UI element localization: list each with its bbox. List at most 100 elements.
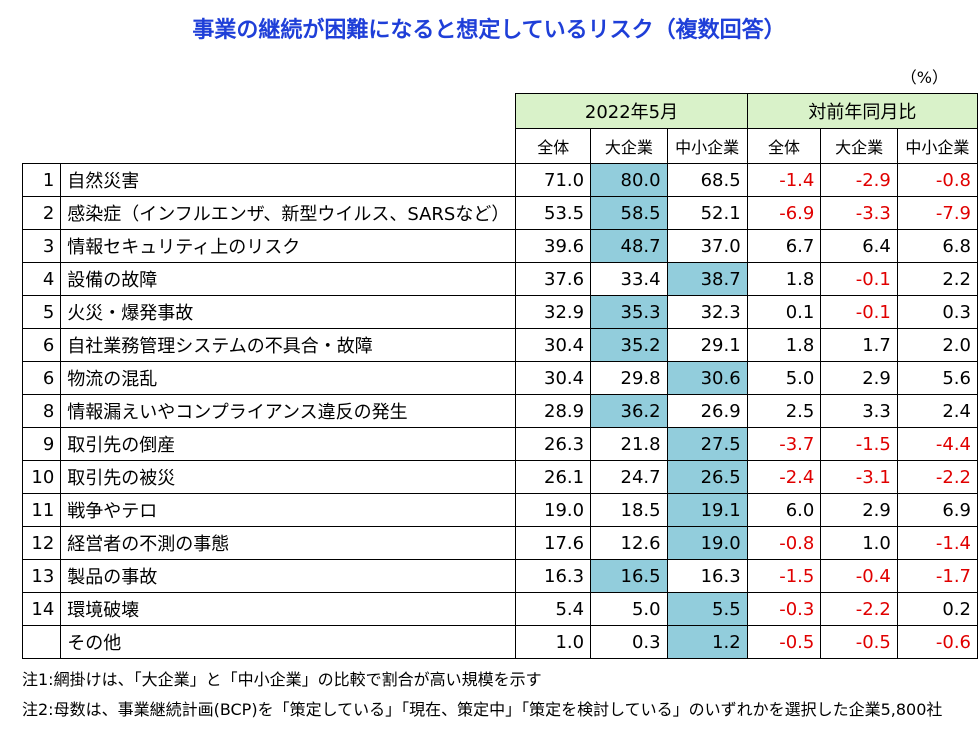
risk-table: 2022年5月 対前年同月比 全体 大企業 中小企業 全体 大企業 中小企業 1 自然災害 71.0…: [21, 93, 978, 659]
rank: [21, 625, 62, 659]
value-cell: 3.3: [820, 394, 898, 428]
table-row: 4 設備の故障 37.6 33.4 38.7 1.8 -0.1 2.2: [21, 262, 978, 296]
table-row: 12 経営者の不測の事態 17.6 12.6 19.0 -0.8 1.0 -1.4: [21, 526, 978, 560]
rank: 9: [21, 427, 62, 461]
value-cell: 30.4: [515, 361, 592, 395]
rank: 6: [21, 328, 62, 362]
table-row: 5 火災・爆発事故 32.9 35.3 32.3 0.1 -0.1 0.3: [21, 295, 978, 329]
value-cell: 5.0: [590, 592, 668, 626]
value-cell: 33.4: [590, 262, 668, 296]
value-cell: 36.2: [590, 394, 668, 428]
value-cell: 37.0: [666, 229, 748, 263]
value-cell: 2.5: [746, 394, 822, 428]
value-cell: 26.5: [666, 460, 748, 494]
value-cell: 0.1: [746, 295, 822, 329]
value-cell: 30.6: [666, 361, 748, 395]
risk-label: 戦争やテロ: [60, 493, 517, 527]
value-cell: 71.0: [515, 163, 592, 197]
risk-label: その他: [60, 625, 517, 659]
value-cell: 6.9: [896, 493, 978, 527]
risk-label: 経営者の不測の事態: [60, 526, 517, 560]
value-cell: 35.3: [590, 295, 668, 329]
value-cell: 2.2: [896, 262, 978, 296]
column-header: 中小企業: [896, 128, 978, 164]
column-header: 中小企業: [666, 128, 748, 164]
risk-label: 感染症（インフルエンザ、新型ウイルス、SARSなど）: [60, 196, 517, 230]
value-cell: 68.5: [666, 163, 748, 197]
value-cell: 19.1: [666, 493, 748, 527]
value-cell: 48.7: [590, 229, 668, 263]
value-cell: -0.8: [746, 526, 822, 560]
value-cell: -1.5: [820, 427, 898, 461]
risk-label: 物流の混乱: [60, 361, 517, 395]
value-cell: 32.3: [666, 295, 748, 329]
value-cell: 26.1: [515, 460, 592, 494]
table-row: 10 取引先の被災 26.1 24.7 26.5 -2.4 -3.1 -2.2: [21, 460, 978, 494]
column-header: 大企業: [820, 128, 898, 164]
value-cell: 58.5: [590, 196, 668, 230]
value-cell: 0.3: [896, 295, 978, 329]
title: 事業の継続が困難になると想定しているリスク（複数回答）: [192, 18, 786, 43]
rank: 8: [21, 394, 62, 428]
value-cell: -2.4: [746, 460, 822, 494]
value-cell: 5.0: [746, 361, 822, 395]
risk-label: 自社業務管理システムの不具合・故障: [60, 328, 517, 362]
value-cell: 29.1: [666, 328, 748, 362]
value-cell: 6.7: [746, 229, 822, 263]
value-cell: 1.2: [666, 625, 748, 659]
value-cell: 35.2: [590, 328, 668, 362]
value-cell: 5.5: [666, 592, 748, 626]
value-cell: -7.9: [896, 196, 978, 230]
value-cell: -1.4: [746, 163, 822, 197]
rank: 11: [21, 493, 62, 527]
value-cell: -1.4: [896, 526, 978, 560]
value-cell: -6.9: [746, 196, 822, 230]
unit: （%）: [900, 68, 948, 87]
value-cell: 0.3: [590, 625, 668, 659]
value-cell: 6.8: [896, 229, 978, 263]
column-header: 大企業: [590, 128, 668, 164]
table-row: 1 自然災害 71.0 80.0 68.5 -1.4 -2.9 -0.8: [21, 163, 978, 197]
value-cell: -3.1: [820, 460, 898, 494]
value-cell: -0.1: [820, 262, 898, 296]
table-row: その他 1.0 0.3 1.2 -0.5 -0.5 -0.6: [21, 625, 978, 659]
group-header: 対前年同月比: [746, 93, 978, 129]
value-cell: 21.8: [590, 427, 668, 461]
risk-label: 設備の故障: [60, 262, 517, 296]
risk-label: 製品の事故: [60, 559, 517, 593]
value-cell: 6.4: [820, 229, 898, 263]
value-cell: 19.0: [515, 493, 592, 527]
table-row: 13 製品の事故 16.3 16.5 16.3 -1.5 -0.4 -1.7: [21, 559, 978, 593]
value-cell: 26.9: [666, 394, 748, 428]
value-cell: 17.6: [515, 526, 592, 560]
table-row: 3 情報セキュリティ上のリスク 39.6 48.7 37.0 6.7 6.4 6.8: [21, 229, 978, 263]
value-cell: 5.4: [515, 592, 592, 626]
value-cell: 27.5: [666, 427, 748, 461]
rank: 5: [21, 295, 62, 329]
value-cell: 2.4: [896, 394, 978, 428]
value-cell: 53.5: [515, 196, 592, 230]
value-cell: -0.6: [896, 625, 978, 659]
value-cell: 16.3: [666, 559, 748, 593]
value-cell: 29.8: [590, 361, 668, 395]
value-cell: 19.0: [666, 526, 748, 560]
risk-label: 火災・爆発事故: [60, 295, 517, 329]
column-header: 全体: [746, 128, 822, 164]
risk-label: 情報漏えいやコンプライアンス違反の発生: [60, 394, 517, 428]
value-cell: -0.3: [746, 592, 822, 626]
rank: 2: [21, 196, 62, 230]
header-row: 2022年5月 対前年同月比: [23, 93, 978, 129]
value-cell: -1.5: [746, 559, 822, 593]
rank: 13: [21, 559, 62, 593]
value-cell: 18.5: [590, 493, 668, 527]
column-header: 全体: [515, 128, 592, 164]
value-cell: -2.2: [820, 592, 898, 626]
blank-cell: [23, 94, 516, 129]
value-cell: 80.0: [590, 163, 668, 197]
rank: 12: [21, 526, 62, 560]
rank: 6: [21, 361, 62, 395]
value-cell: 12.6: [590, 526, 668, 560]
value-cell: -0.8: [896, 163, 978, 197]
value-cell: -0.5: [746, 625, 822, 659]
